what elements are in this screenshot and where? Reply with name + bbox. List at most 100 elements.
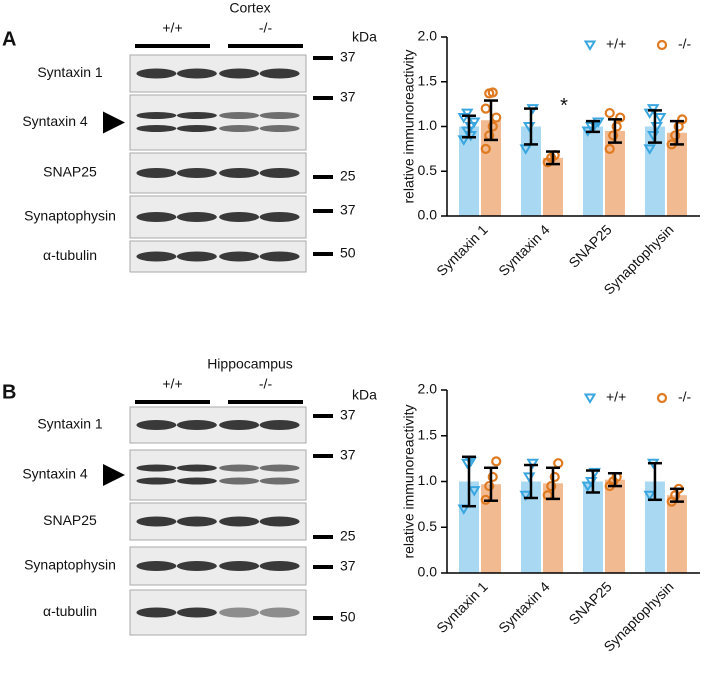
blot-band — [219, 420, 260, 430]
blot-band — [176, 212, 217, 222]
blot-label: α-tubulin — [43, 247, 97, 263]
blot-band — [219, 112, 260, 119]
y-tick-label: 0.0 — [418, 564, 438, 580]
blot-band — [136, 212, 177, 222]
blot-band — [136, 420, 177, 430]
marker-label: 25 — [340, 168, 356, 184]
blot-image — [129, 449, 307, 501]
blot-band — [219, 168, 260, 178]
panel-letter: A — [2, 28, 16, 50]
data-point — [480, 143, 491, 154]
marker-label: 37 — [340, 202, 356, 218]
legend-label: +/+ — [606, 36, 626, 52]
kda-label: kDa — [352, 29, 377, 45]
blot-band — [259, 251, 300, 262]
bar — [582, 126, 603, 216]
data-point — [519, 490, 532, 502]
blot-band — [259, 516, 300, 527]
blot-label: Syntaxin 4 — [22, 466, 88, 482]
bar — [458, 126, 479, 216]
blot-band — [219, 464, 260, 472]
blot-band — [136, 251, 177, 262]
significance-mark: * — [560, 95, 568, 117]
legend-marker — [583, 40, 597, 51]
legend-marker — [656, 392, 668, 404]
data-point — [484, 480, 495, 492]
bar — [666, 495, 687, 573]
blot-band — [259, 112, 300, 119]
blot-band — [136, 561, 177, 571]
blot-band — [176, 251, 217, 262]
marker-label: 25 — [340, 528, 356, 544]
y-tick-label: 1.5 — [418, 426, 438, 442]
bar — [520, 126, 541, 216]
legend-marker — [656, 39, 668, 51]
legend-label: +/+ — [606, 389, 626, 405]
region-title: Cortex — [229, 0, 270, 16]
blot-label: SNAP25 — [43, 512, 97, 528]
y-tick-label: 0.0 — [418, 207, 438, 223]
data-point — [522, 472, 536, 483]
blot-band — [176, 477, 217, 485]
data-point — [643, 144, 656, 155]
blot-band — [259, 420, 300, 430]
marker-label: 37 — [340, 407, 356, 423]
blot-band — [259, 607, 300, 618]
data-point — [615, 112, 626, 123]
data-point — [611, 121, 622, 132]
genotype-label: +/+ — [162, 376, 182, 392]
y-tick-label: 1.0 — [418, 117, 438, 133]
x-tick-label: Syntaxin 4 — [495, 578, 553, 636]
blot-band — [259, 212, 300, 222]
legend-marker — [583, 393, 597, 404]
blot-band — [176, 607, 217, 618]
y-tick-label: 1.0 — [418, 472, 438, 488]
blot-band — [136, 68, 177, 79]
legend-label: -/- — [678, 36, 692, 52]
blot-band — [259, 464, 300, 472]
blot-band — [259, 68, 300, 79]
blot-band — [136, 168, 177, 178]
blot-band — [219, 516, 260, 527]
x-tick-label: Syntaxin 1 — [433, 578, 491, 636]
blot-band — [259, 561, 300, 571]
data-point — [670, 130, 681, 141]
y-tick-label: 0.5 — [418, 518, 438, 534]
marker-label: 37 — [340, 89, 356, 105]
marker-label: 37 — [340, 558, 356, 574]
bar — [542, 483, 563, 573]
blot-label: Synaptophysin — [24, 557, 116, 573]
blot-band — [176, 168, 217, 178]
x-tick-label: Syntaxin 1 — [433, 221, 491, 279]
blot-band — [136, 607, 177, 618]
bar — [644, 481, 665, 573]
data-point — [604, 107, 615, 119]
data-point — [487, 87, 498, 98]
blot-label: Syntaxin 1 — [37, 416, 103, 432]
marker-label: 37 — [340, 49, 356, 65]
bar — [644, 126, 665, 216]
data-point — [467, 117, 481, 128]
bar — [666, 132, 687, 216]
blot-band — [219, 561, 260, 571]
blot-label: SNAP25 — [43, 164, 97, 180]
legend-label: -/- — [678, 389, 692, 405]
blot-band — [136, 112, 177, 119]
genotype-label: -/- — [259, 376, 273, 392]
data-point — [653, 113, 667, 124]
data-point — [677, 114, 688, 125]
kda-label: kDa — [352, 387, 377, 403]
blot-band — [136, 516, 177, 527]
x-tick-label: Syntaxin 4 — [495, 221, 553, 279]
data-point — [546, 480, 557, 492]
y-tick-label: 2.0 — [418, 381, 438, 397]
blot-band — [176, 516, 217, 527]
data-point — [581, 481, 594, 493]
bar — [582, 481, 603, 573]
data-point — [487, 121, 498, 132]
blot-band — [259, 125, 300, 132]
blot-band — [176, 464, 217, 472]
blot-band — [176, 125, 217, 132]
panel-letter: B — [2, 381, 16, 403]
